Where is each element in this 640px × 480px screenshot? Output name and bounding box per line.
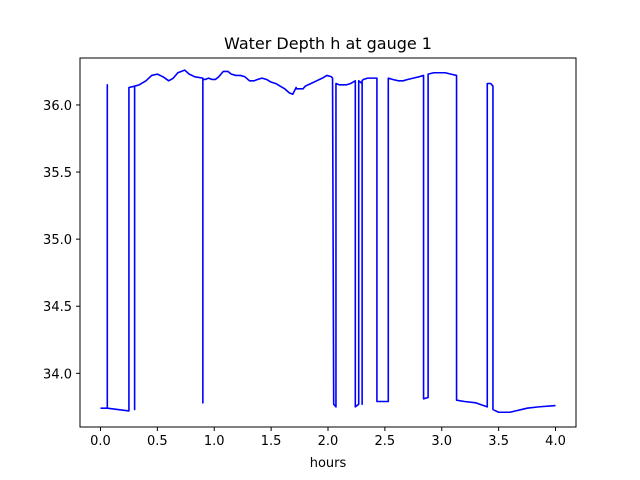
y-axis-ticks: 34.0 34.5 35.0 35.5 36.0 [43, 99, 80, 382]
y-tick-label: 34.5 [43, 300, 72, 315]
x-tick-label: 2.0 [318, 434, 339, 449]
x-tick-label: 3.5 [488, 434, 509, 449]
water-depth-series-line [100, 69, 556, 414]
x-axis-ticks: 0.0 0.5 1.0 1.5 2.0 2.5 3.0 3.5 4.0 [90, 427, 566, 449]
x-tick-label: 2.5 [375, 434, 396, 449]
y-tick-label: 36.0 [43, 99, 72, 114]
x-tick-label: 1.0 [204, 434, 225, 449]
x-tick-label: 4.0 [545, 434, 566, 449]
y-tick-label: 35.0 [43, 233, 72, 248]
x-tick-label: 1.5 [261, 434, 282, 449]
x-tick-label: 3.0 [431, 434, 452, 449]
x-tick-label: 0.0 [90, 434, 111, 449]
x-tick-label: 0.5 [147, 434, 168, 449]
y-tick-label: 35.5 [43, 166, 72, 181]
plot-area-frame [79, 57, 577, 428]
x-axis-label: hours [310, 456, 347, 471]
chart-title: Water Depth h at gauge 1 [224, 34, 432, 53]
series-layer [100, 69, 556, 414]
y-tick-label: 34.0 [43, 367, 72, 382]
